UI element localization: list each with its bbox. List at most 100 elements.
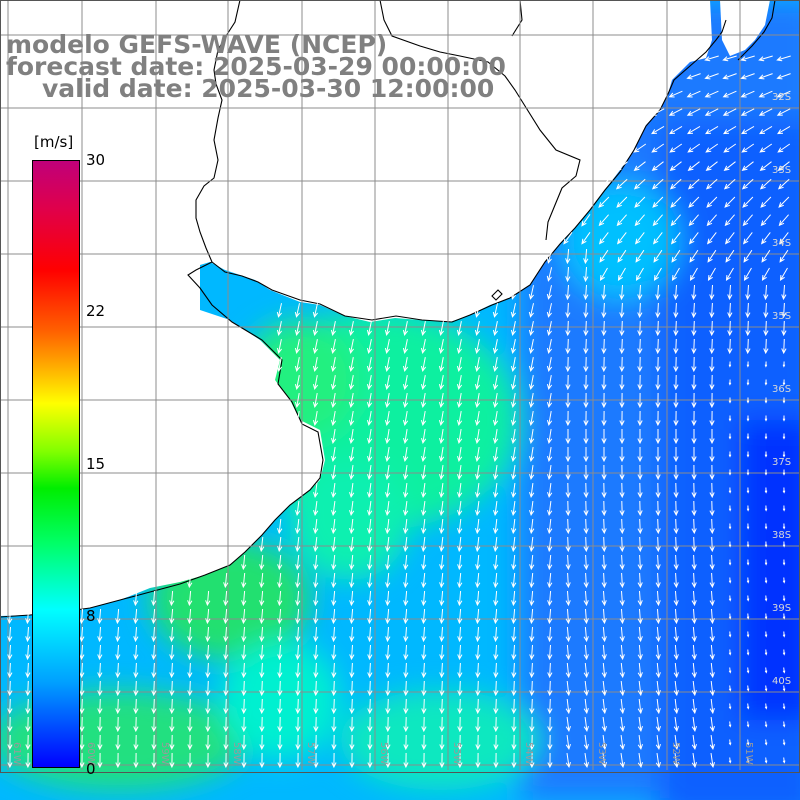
wind-arrow: [295, 734, 301, 751]
wind-arrow: [223, 734, 229, 751]
wind-arrow: [349, 465, 355, 481]
wind-arrow: [493, 680, 499, 697]
wind-arrow: [367, 429, 373, 445]
wind-arrow: [510, 357, 517, 373]
wind-arrow: [759, 125, 773, 135]
wind-arrow: [742, 214, 753, 227]
wind-arrow: [493, 465, 499, 481]
colorbar-tick-22: 22: [86, 302, 106, 320]
wind-arrow: [169, 716, 175, 733]
wind-arrow: [403, 716, 409, 733]
wind-arrow: [709, 698, 715, 715]
wind-arrow: [782, 739, 786, 746]
wind-arrow: [565, 320, 571, 337]
wind-arrow: [385, 608, 391, 625]
wind-arrow: [510, 303, 516, 318]
wind-arrow: [565, 429, 571, 445]
wind-arrow: [294, 321, 300, 337]
wind-arrow: [493, 626, 499, 643]
wind-arrow: [763, 302, 769, 319]
wind-arrow: [599, 249, 609, 263]
wind-arrow: [619, 536, 625, 553]
wind-arrow: [7, 716, 13, 733]
wind-arrow: [475, 518, 481, 535]
wind-arrow: [619, 410, 625, 427]
wind-arrow: [728, 469, 732, 476]
wind-arrow: [746, 469, 750, 476]
wind-arrow: [709, 410, 715, 427]
wind-arrow: [763, 284, 769, 301]
wind-arrow: [187, 734, 193, 751]
wind-arrow: [619, 429, 625, 445]
wind-arrow: [493, 608, 499, 625]
wind-arrow: [724, 232, 735, 245]
wind-arrow: [421, 572, 427, 589]
wind-arrow: [241, 626, 247, 643]
wind-arrow: [492, 339, 498, 355]
wind-arrow: [439, 698, 445, 715]
wind-arrow: [115, 644, 121, 661]
wind-arrow: [782, 397, 786, 404]
wind-arrow: [709, 500, 715, 517]
wind-arrow: [782, 433, 786, 440]
wind-arrow: [583, 266, 589, 283]
wind-arrow: [492, 411, 499, 427]
wind-arrow: [547, 662, 553, 679]
wind-arrow: [493, 716, 499, 733]
wind-arrow: [583, 753, 589, 769]
wind-arrow: [758, 73, 773, 80]
wind-arrow: [706, 214, 717, 227]
wind-arrow: [686, 90, 701, 98]
wind-arrow: [439, 680, 445, 697]
wind-arrow: [421, 554, 427, 571]
wind-arrow: [277, 734, 283, 751]
wind-arrow: [529, 644, 535, 661]
wind-arrow: [79, 734, 85, 751]
wind-arrow: [223, 680, 229, 697]
wind-arrow: [601, 753, 607, 769]
wind-arrow: [421, 518, 427, 535]
wind-arrow: [781, 320, 787, 337]
wind-arrow: [782, 469, 786, 476]
wind-arrow: [583, 338, 589, 355]
wind-arrow: [97, 626, 103, 643]
wind-arrow: [742, 196, 754, 208]
wind-arrow: [669, 161, 682, 171]
wind-arrow: [709, 572, 715, 589]
lon-label-61W: 61W: [11, 742, 22, 765]
wind-arrow: [601, 284, 607, 301]
wind-arrow: [295, 501, 301, 517]
wind-arrow: [547, 698, 553, 715]
wind-arrow: [619, 698, 625, 715]
wind-arrow: [403, 590, 409, 607]
wind-arrow: [529, 483, 535, 499]
wind-arrow: [259, 752, 265, 769]
wind-arrow: [581, 214, 591, 227]
wind-arrow: [723, 178, 736, 190]
wind-arrow: [727, 320, 733, 337]
wind-arrow: [583, 429, 589, 445]
lat-label-34S: 34S: [772, 238, 791, 249]
wind-arrow: [313, 554, 319, 571]
wind-arrow: [709, 482, 715, 499]
wind-arrow: [583, 680, 589, 697]
wind-arrow: [746, 685, 750, 692]
wind-arrow: [312, 375, 319, 391]
wind-arrow: [25, 752, 31, 769]
wind-arrow: [492, 393, 499, 409]
wind-arrow: [493, 554, 499, 571]
wind-arrow: [277, 716, 283, 733]
wind-arrow: [115, 608, 121, 625]
wind-arrow: [187, 752, 193, 769]
wind-arrow: [457, 518, 463, 535]
wind-arrow: [673, 302, 679, 319]
wind-arrow: [583, 500, 589, 517]
wind-arrow: [743, 267, 752, 281]
wind-arrow: [707, 267, 716, 281]
wind-arrow: [241, 734, 247, 751]
wind-arrow: [691, 626, 697, 643]
wind-arrow: [583, 248, 589, 265]
wind-arrow: [745, 284, 751, 301]
wind-arrow: [421, 608, 427, 625]
wind-arrow: [601, 482, 607, 499]
